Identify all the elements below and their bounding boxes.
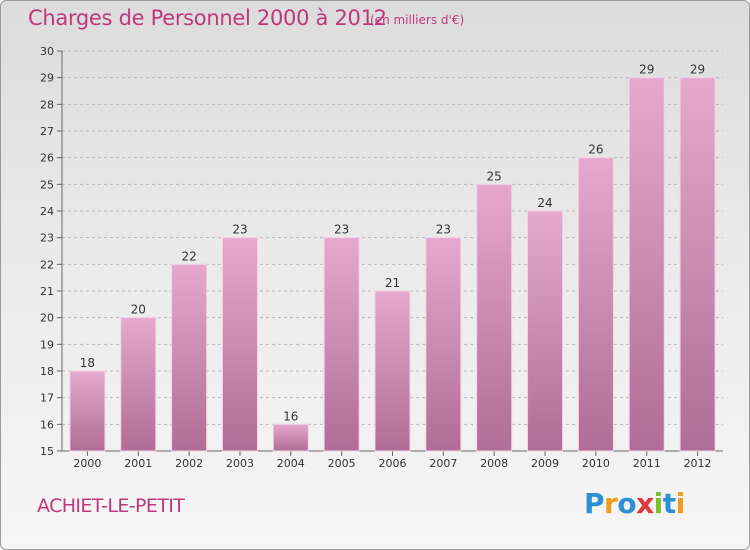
data-label: 26 (588, 143, 603, 157)
data-label: 29 (690, 63, 705, 77)
x-tick-label: 2001 (124, 457, 152, 470)
logo-letter: P (584, 487, 605, 520)
bar (272, 423, 309, 452)
logo-letter: t (662, 487, 676, 520)
bar (323, 237, 360, 452)
bar (120, 317, 157, 452)
y-tick-label: 26 (40, 152, 54, 165)
x-tick-label: 2007 (429, 457, 457, 470)
logo-letter: i (653, 487, 664, 520)
x-tick-label: 2008 (480, 457, 508, 470)
x-tick-label: 2003 (226, 457, 254, 470)
y-tick-label: 17 (40, 392, 54, 405)
y-tick-label: 23 (40, 232, 54, 245)
y-tick-label: 16 (40, 418, 54, 431)
proxiti-logo[interactable]: Proxiti (584, 487, 685, 520)
data-label: 21 (385, 276, 400, 290)
x-tick-label: 2005 (328, 457, 356, 470)
y-tick-label: 21 (40, 285, 54, 298)
bar (527, 210, 564, 452)
chart-subtitle: (en milliers d'€) (370, 13, 465, 27)
bar (221, 237, 258, 452)
bar-layer (69, 77, 716, 452)
bar (69, 370, 106, 452)
place-name: ACHIET-LE-PETIT (37, 495, 185, 517)
label-layer: 2000 18 2001 20 2002 22 2003 23 2004 16 2005 23 2006… (73, 63, 711, 470)
bar (374, 290, 411, 452)
y-tick-label: 28 (40, 98, 54, 111)
x-tick-label: 2000 (73, 457, 101, 470)
y-tick-label: 19 (40, 338, 54, 351)
x-tick-label: 2009 (531, 457, 559, 470)
y-tick-label: 18 (40, 365, 54, 378)
data-label: 16 (283, 409, 298, 423)
x-tick-label: 2011 (633, 457, 661, 470)
bar (425, 237, 462, 452)
data-label: 20 (131, 303, 146, 317)
bar (476, 183, 513, 452)
data-label: 29 (639, 63, 654, 77)
bar (628, 77, 665, 452)
x-tick-label: 2012 (684, 457, 712, 470)
data-label: 25 (487, 169, 502, 183)
y-tick-label: 24 (40, 205, 54, 218)
bar (679, 77, 716, 452)
logo-letter: r (604, 487, 618, 520)
y-tick-label: 29 (40, 72, 54, 85)
x-tick-label: 2006 (379, 457, 407, 470)
y-tick-label: 30 (40, 45, 54, 58)
data-label: 22 (181, 249, 196, 263)
data-label: 23 (232, 223, 247, 237)
data-label: 24 (537, 196, 552, 210)
logo-letter: i (675, 487, 686, 520)
y-tick-label: 22 (40, 258, 54, 271)
y-tick-label: 27 (40, 125, 54, 138)
bar (577, 157, 614, 452)
y-tick-label: 25 (40, 178, 54, 191)
chart-title: Charges de Personnel 2000 à 2012 (28, 6, 387, 30)
x-tick-label: 2010 (582, 457, 610, 470)
bar (171, 263, 208, 452)
y-tick-label: 20 (40, 312, 54, 325)
y-tick-label: 15 (40, 445, 54, 458)
x-tick-label: 2002 (175, 457, 203, 470)
x-tick-label: 2004 (277, 457, 305, 470)
data-label: 18 (80, 356, 95, 370)
data-label: 23 (334, 223, 349, 237)
logo-letter: o (617, 487, 637, 520)
logo-letter: x (636, 487, 654, 520)
data-label: 23 (436, 223, 451, 237)
